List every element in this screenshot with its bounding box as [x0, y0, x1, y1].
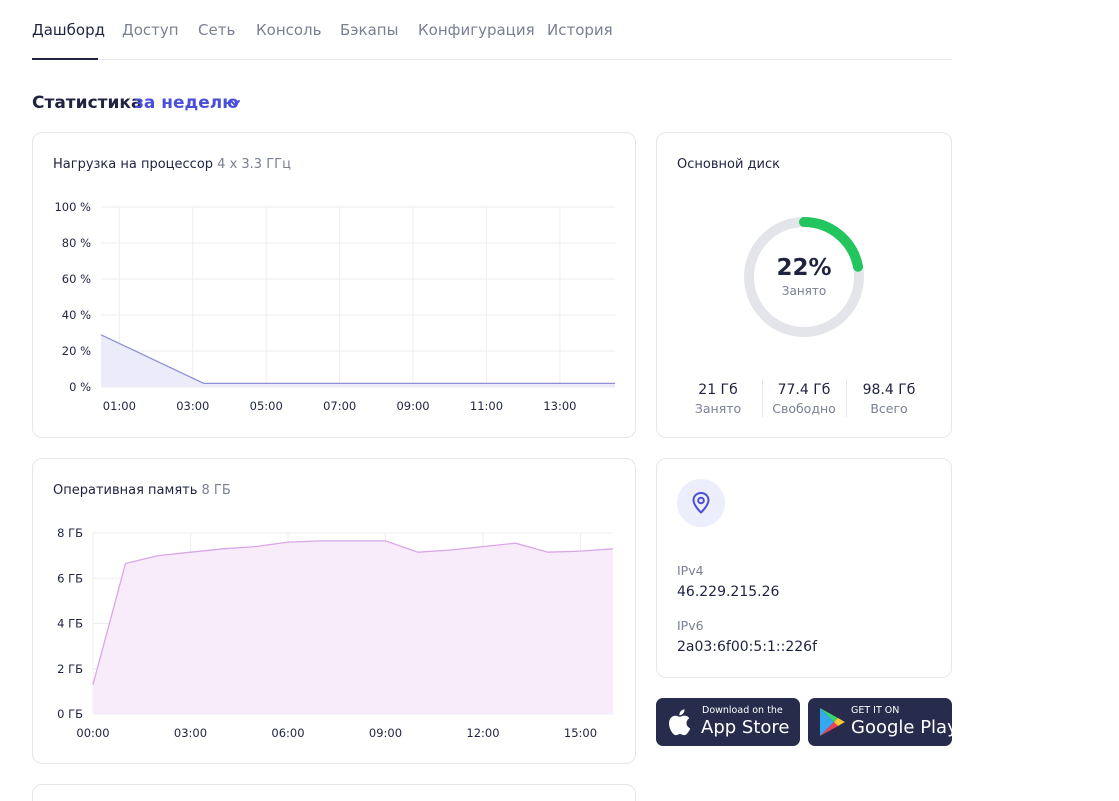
ram-x-tick: 03:00 — [174, 726, 207, 740]
ram-y-tick: 0 ГБ — [57, 707, 83, 721]
cpu-card: Нагрузка на процессор 4 x 3.3 ГГц 100 % 8… — [32, 132, 636, 438]
disk-card: Основной диск 22% Занято 21 Гб Занято 77… — [656, 132, 952, 438]
app-store-label: App Store — [701, 717, 790, 738]
tab-history[interactable]: История — [547, 21, 613, 39]
ram-y-tick: 4 ГБ — [57, 617, 83, 631]
ram-card: Оперативная память 8 ГБ 8 ГБ 6 ГБ 4 ГБ 2 ГБ… — [32, 458, 636, 764]
ram-spec: 8 ГБ — [201, 483, 231, 498]
cpu-y-tick: 100 % — [54, 200, 91, 214]
disk-free-value: 77.4 Гб — [777, 382, 831, 398]
ipv6-value[interactable]: 2a03:6f00:5:1::226f — [677, 639, 817, 655]
ipv6-label: IPv6 — [677, 618, 704, 633]
tab-console[interactable]: Консоль — [256, 21, 322, 39]
ram-x-tick: 06:00 — [271, 726, 304, 740]
cpu-x-tick: 13:00 — [543, 399, 576, 413]
cpu-x-tick: 05:00 — [250, 399, 283, 413]
cpu-y-tick: 20 % — [62, 344, 91, 358]
cpu-spec: 4 x 3.3 ГГц — [217, 157, 291, 172]
network-card: IPv4 46.229.215.26 IPv6 2a03:6f00:5:1::2… — [656, 458, 952, 678]
disk-used-value: 21 Гб — [698, 382, 738, 398]
ram-x-tick: 12:00 — [466, 726, 499, 740]
ram-x-tick: 15:00 — [564, 726, 597, 740]
ipv4-value[interactable]: 46.229.215.26 — [677, 584, 780, 600]
active-tab-indicator — [32, 58, 98, 60]
app-store-small-text: Download on the — [702, 705, 783, 716]
cpu-y-tick: 0 % — [69, 380, 91, 394]
google-play-icon — [820, 708, 845, 736]
disk-percent-label: Занято — [781, 284, 827, 298]
disk-total: 98.4 Гб Всего — [844, 382, 934, 416]
ram-x-tick: 00:00 — [76, 726, 109, 740]
tab-network[interactable]: Сеть — [198, 21, 236, 39]
disk-total-value: 98.4 Гб — [862, 382, 916, 398]
cpu-y-tick: 40 % — [62, 308, 91, 322]
ipv4-label: IPv4 — [677, 563, 704, 578]
cpu-area — [101, 334, 615, 387]
ram-x-tick: 09:00 — [369, 726, 402, 740]
disk-used: 21 Гб Занято — [673, 382, 763, 416]
divider — [762, 379, 763, 417]
cpu-y-tick: 60 % — [62, 272, 91, 286]
cpu-title: Нагрузка на процессор 4 x 3.3 ГГц — [53, 157, 291, 172]
tab-dashboard[interactable]: Дашборд — [32, 21, 105, 39]
divider — [846, 379, 847, 417]
cpu-x-tick: 01:00 — [103, 399, 136, 413]
ram-chart: 8 ГБ 6 ГБ 4 ГБ 2 ГБ 0 ГБ 00:00 03:00 06:00 09:00… — [57, 526, 614, 740]
location-pin-icon — [692, 492, 710, 514]
disk-free-label: Свободно — [772, 401, 836, 416]
cpu-x-tick: 11:00 — [470, 399, 503, 413]
google-play-button[interactable]: GET IT ON Google Play — [808, 698, 958, 746]
apple-icon — [669, 709, 691, 736]
next-card — [32, 784, 636, 801]
disk-title: Основной диск — [677, 157, 780, 172]
disk-used-arc — [799, 217, 864, 272]
cpu-y-tick: 80 % — [62, 236, 91, 250]
google-play-small-text: GET IT ON — [851, 705, 900, 716]
disk-free: 77.4 Гб Свободно — [759, 382, 849, 416]
tab-backups[interactable]: Бэкапы — [340, 21, 399, 39]
cpu-x-tick: 07:00 — [323, 399, 356, 413]
tab-configuration[interactable]: Конфигурация — [418, 21, 535, 39]
cpu-x-tick: 09:00 — [396, 399, 429, 413]
tab-bar: Дашборд Доступ Сеть Консоль Бэкапы Конфи… — [32, 0, 952, 60]
disk-total-label: Всего — [870, 401, 908, 416]
disk-percent: 22% — [776, 255, 832, 281]
tab-access[interactable]: Доступ — [122, 21, 179, 39]
ram-y-tick: 2 ГБ — [57, 662, 83, 676]
location-pin-badge — [677, 479, 725, 527]
cpu-x-tick: 03:00 — [176, 399, 209, 413]
period-select[interactable]: за неделю — [134, 93, 239, 113]
cpu-title-label: Нагрузка на процессор — [53, 157, 214, 172]
cpu-chart: 100 % 80 % 60 % 40 % 20 % 0 % 01:00 03:00 05:00 0… — [54, 200, 616, 413]
ram-title-label: Оперативная память — [53, 483, 198, 498]
google-play-label: Google Play — [851, 717, 958, 738]
ram-y-tick: 6 ГБ — [57, 571, 83, 585]
chevron-down-icon[interactable] — [228, 96, 242, 110]
ram-y-tick: 8 ГБ — [57, 526, 83, 540]
ram-area — [93, 540, 613, 714]
disk-donut — [744, 217, 864, 337]
disk-used-label: Занято — [694, 401, 742, 416]
ram-title: Оперативная память 8 ГБ — [53, 483, 231, 498]
app-store-button[interactable]: Download on the App Store — [656, 698, 800, 746]
stats-title: Статистика — [32, 93, 143, 113]
